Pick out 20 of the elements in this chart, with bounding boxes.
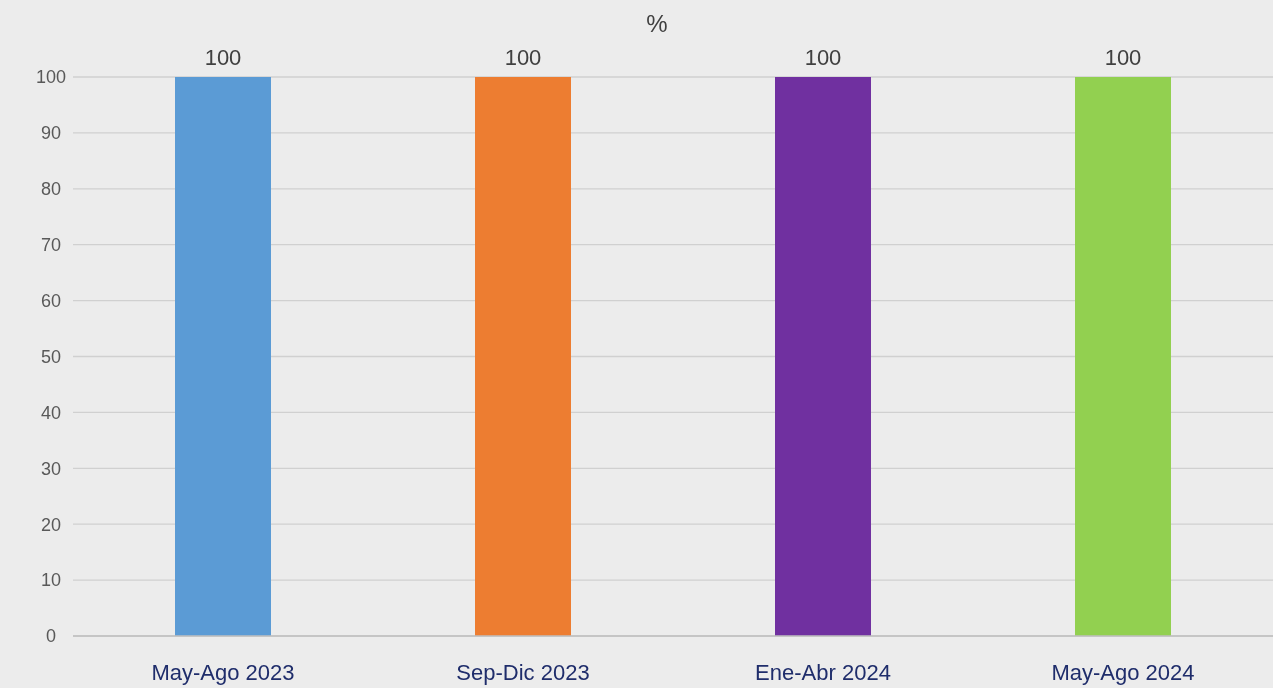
x-tick-label: May-Ago 2023 bbox=[151, 660, 295, 685]
y-tick-label: 90 bbox=[40, 123, 62, 144]
data-label: 100 bbox=[204, 45, 242, 70]
y-tick-label: 100 bbox=[35, 67, 67, 88]
y-tick-label: 20 bbox=[40, 514, 62, 535]
x-tick-label: Sep-Dic 2023 bbox=[456, 660, 590, 685]
y-tick-label: 30 bbox=[40, 458, 62, 479]
x-tick-label: May-Ago 2024 bbox=[1051, 660, 1195, 685]
y-tick-label: 0 bbox=[45, 626, 57, 647]
y-tick-label: 70 bbox=[40, 235, 62, 255]
data-label: 100 bbox=[504, 45, 542, 70]
data-label: 100 bbox=[804, 45, 842, 70]
x-tick-label: Ene-Abr 2024 bbox=[755, 660, 891, 685]
y-tick-label: 40 bbox=[40, 402, 62, 423]
y-tick-label: 50 bbox=[40, 346, 62, 367]
y-tick-label: 10 bbox=[40, 570, 62, 591]
data-label: 100 bbox=[1104, 45, 1142, 70]
chart-title: % bbox=[646, 10, 668, 37]
y-tick-label: 80 bbox=[40, 179, 62, 200]
y-tick-label: 60 bbox=[40, 290, 62, 311]
